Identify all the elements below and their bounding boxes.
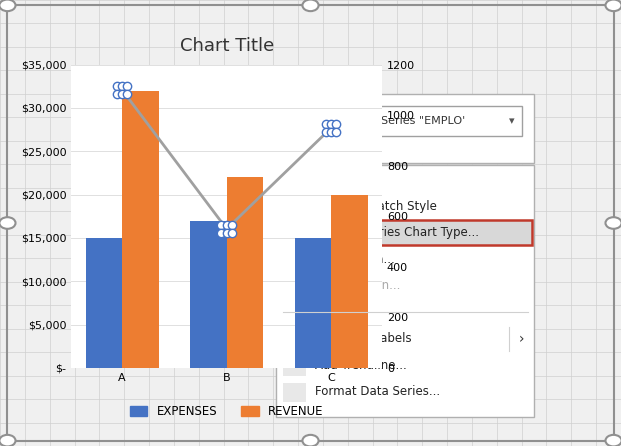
Bar xyxy=(331,194,368,368)
Text: Change Series Chart Type...: Change Series Chart Type... xyxy=(315,226,479,239)
Circle shape xyxy=(0,435,16,446)
Bar xyxy=(283,250,306,270)
Bar xyxy=(190,221,227,368)
Text: Delete: Delete xyxy=(315,173,354,186)
Circle shape xyxy=(605,435,621,446)
Bar xyxy=(337,106,356,117)
Bar xyxy=(288,117,317,129)
Text: Select Data...: Select Data... xyxy=(315,253,394,266)
Text: 3-D Rotation...: 3-D Rotation... xyxy=(315,279,400,292)
Circle shape xyxy=(605,0,621,11)
Circle shape xyxy=(302,435,319,446)
Text: Reset to Match Style: Reset to Match Style xyxy=(315,200,437,213)
FancyBboxPatch shape xyxy=(276,165,534,417)
Circle shape xyxy=(302,0,319,11)
FancyBboxPatch shape xyxy=(276,94,534,163)
Text: Outline: Outline xyxy=(329,141,365,151)
Bar xyxy=(283,223,306,243)
Text: Format Data Series...: Format Data Series... xyxy=(315,385,440,398)
Bar xyxy=(317,162,347,184)
Circle shape xyxy=(605,217,621,229)
Text: Fill: Fill xyxy=(296,141,309,151)
FancyBboxPatch shape xyxy=(376,106,522,136)
Bar xyxy=(292,106,311,117)
Bar xyxy=(332,117,362,129)
Bar xyxy=(283,383,306,402)
Bar xyxy=(227,178,263,368)
Bar xyxy=(122,91,159,368)
Bar xyxy=(283,170,306,190)
Bar xyxy=(283,197,306,217)
Bar xyxy=(86,238,122,368)
Text: ›: › xyxy=(519,332,525,346)
Bar xyxy=(279,220,532,245)
Bar xyxy=(279,220,532,245)
Text: Series "EMPLO': Series "EMPLO' xyxy=(381,116,465,126)
Text: Add Trendline...: Add Trendline... xyxy=(315,359,407,372)
Circle shape xyxy=(0,0,16,11)
Bar xyxy=(283,356,306,376)
Title: Chart Title: Chart Title xyxy=(179,37,274,55)
Bar xyxy=(283,277,306,296)
Text: ▾: ▾ xyxy=(509,116,514,126)
Bar xyxy=(283,330,306,349)
Text: Add Data Labels: Add Data Labels xyxy=(315,332,412,345)
Legend: EXPENSES, REVENUE: EXPENSES, REVENUE xyxy=(125,400,329,423)
Bar xyxy=(294,238,331,368)
Circle shape xyxy=(0,217,16,229)
